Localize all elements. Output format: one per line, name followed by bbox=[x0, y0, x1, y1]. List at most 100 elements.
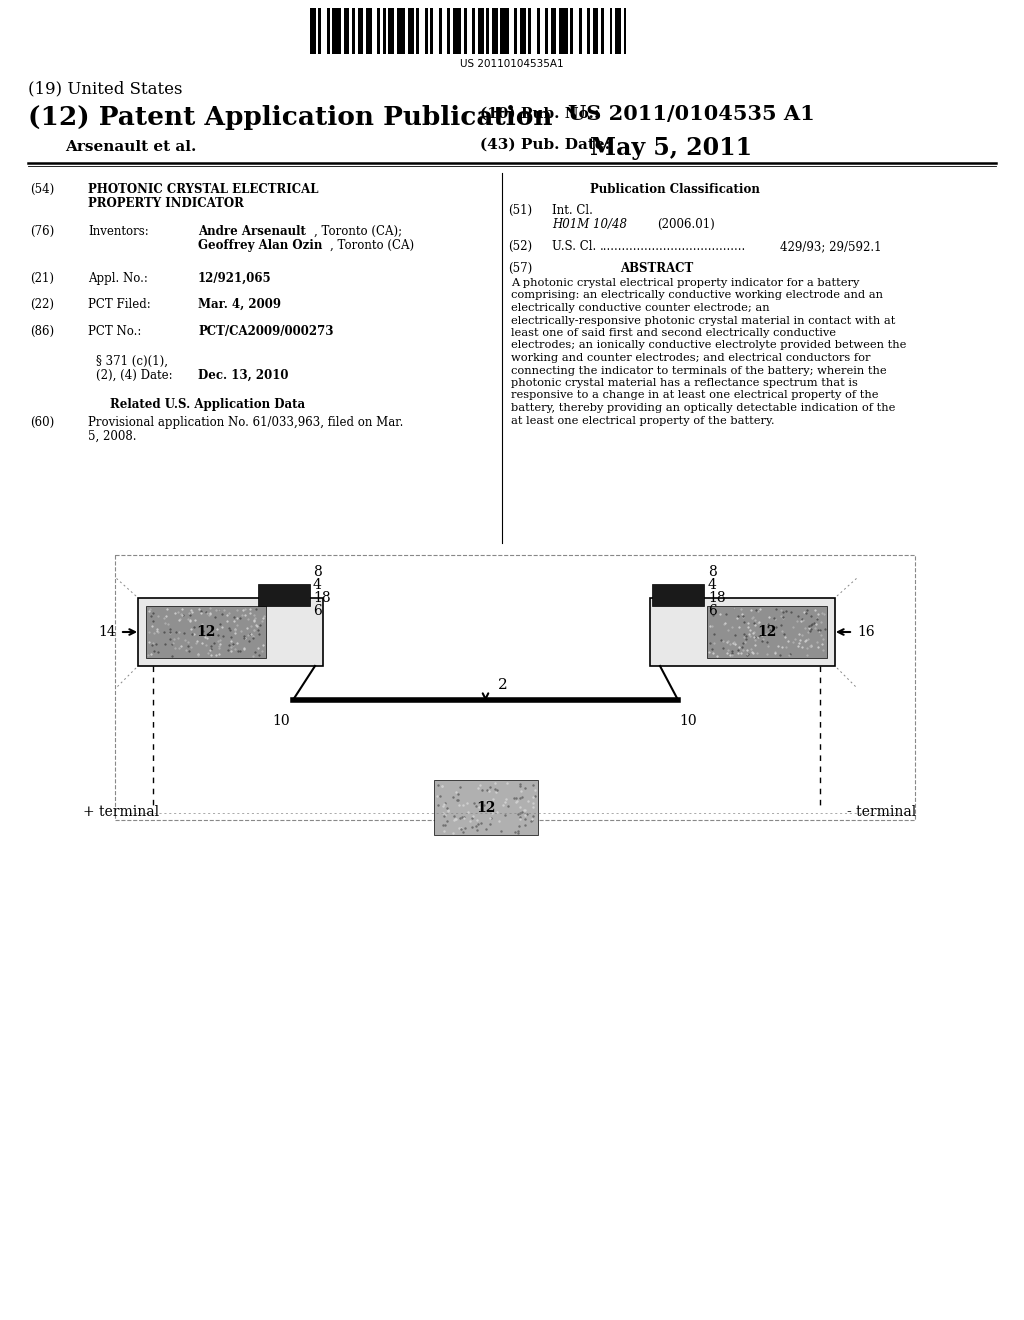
Bar bbox=[475, 8, 478, 54]
Bar bbox=[372, 8, 377, 54]
Bar bbox=[383, 8, 386, 54]
Bar bbox=[545, 8, 548, 54]
Text: 12: 12 bbox=[197, 624, 216, 639]
Bar bbox=[115, 554, 915, 820]
Bar bbox=[318, 8, 322, 54]
Text: (2006.01): (2006.01) bbox=[657, 218, 715, 231]
Bar bbox=[650, 598, 835, 667]
Bar bbox=[352, 8, 354, 54]
Bar bbox=[357, 8, 364, 54]
Text: Geoffrey Alan Ozin: Geoffrey Alan Ozin bbox=[198, 239, 323, 252]
Bar bbox=[425, 8, 428, 54]
Text: 12/921,065: 12/921,065 bbox=[198, 272, 271, 285]
Bar bbox=[450, 8, 453, 54]
Bar bbox=[498, 8, 501, 54]
Bar bbox=[489, 8, 492, 54]
Text: US 2011/0104535 A1: US 2011/0104535 A1 bbox=[568, 104, 815, 124]
Bar bbox=[559, 8, 567, 54]
Bar bbox=[472, 8, 475, 54]
Bar bbox=[478, 8, 483, 54]
Text: A photonic crystal electrical property indicator for a battery: A photonic crystal electrical property i… bbox=[511, 279, 859, 288]
Text: PCT Filed:: PCT Filed: bbox=[88, 298, 151, 312]
Bar bbox=[344, 8, 349, 54]
Bar bbox=[453, 8, 461, 54]
Bar bbox=[138, 598, 323, 667]
Bar bbox=[386, 8, 388, 54]
Bar bbox=[486, 8, 489, 54]
Text: 8: 8 bbox=[708, 565, 717, 579]
Text: Int. Cl.: Int. Cl. bbox=[552, 205, 593, 216]
Text: connecting the indicator to terminals of the battery; wherein the: connecting the indicator to terminals of… bbox=[511, 366, 887, 375]
Bar bbox=[570, 8, 573, 54]
Bar bbox=[388, 8, 394, 54]
Bar bbox=[333, 8, 341, 54]
Text: (19) United States: (19) United States bbox=[28, 81, 182, 96]
Text: electrically-responsive photonic crystal material in contact with at: electrically-responsive photonic crystal… bbox=[511, 315, 895, 326]
Bar bbox=[551, 8, 556, 54]
Bar bbox=[310, 8, 315, 54]
Text: 6: 6 bbox=[708, 605, 717, 618]
Bar bbox=[417, 8, 419, 54]
Bar bbox=[517, 8, 520, 54]
Text: Arsenault et al.: Arsenault et al. bbox=[65, 140, 197, 154]
Bar bbox=[501, 8, 509, 54]
Bar bbox=[433, 780, 538, 836]
Bar bbox=[439, 8, 441, 54]
Text: (12) Patent Application Publication: (12) Patent Application Publication bbox=[28, 106, 553, 129]
Bar bbox=[624, 8, 627, 54]
Text: 5, 2008.: 5, 2008. bbox=[88, 430, 136, 444]
Bar bbox=[615, 8, 621, 54]
Text: (51): (51) bbox=[508, 205, 532, 216]
Bar bbox=[604, 8, 609, 54]
Text: electrically conductive counter electrode; an: electrically conductive counter electrod… bbox=[511, 304, 770, 313]
Bar bbox=[380, 8, 383, 54]
Bar bbox=[593, 8, 598, 54]
Text: May 5, 2011: May 5, 2011 bbox=[590, 136, 752, 160]
Bar bbox=[315, 8, 318, 54]
Text: (57): (57) bbox=[508, 261, 532, 275]
Text: H01M 10/48: H01M 10/48 bbox=[552, 218, 627, 231]
Bar bbox=[509, 8, 514, 54]
Text: 8: 8 bbox=[313, 565, 322, 579]
Text: , Toronto (CA);: , Toronto (CA); bbox=[314, 224, 402, 238]
Text: PCT/CA2009/000273: PCT/CA2009/000273 bbox=[198, 325, 334, 338]
Text: battery, thereby providing an optically detectable indication of the: battery, thereby providing an optically … bbox=[511, 403, 895, 413]
Bar bbox=[556, 8, 559, 54]
Text: (54): (54) bbox=[30, 183, 54, 195]
Text: comprising: an electrically conductive working electrode and an: comprising: an electrically conductive w… bbox=[511, 290, 883, 301]
Bar bbox=[573, 8, 579, 54]
Bar bbox=[598, 8, 601, 54]
Bar bbox=[483, 8, 486, 54]
Bar bbox=[492, 8, 498, 54]
Bar bbox=[627, 8, 629, 54]
Bar bbox=[609, 8, 612, 54]
Text: PROPERTY INDICATOR: PROPERTY INDICATOR bbox=[88, 197, 244, 210]
Text: .......................................: ....................................... bbox=[600, 240, 746, 253]
Text: 12: 12 bbox=[758, 624, 776, 639]
Bar bbox=[707, 606, 827, 657]
Text: (60): (60) bbox=[30, 416, 54, 429]
Bar bbox=[587, 8, 590, 54]
Text: photonic crystal material has a reflectance spectrum that is: photonic crystal material has a reflecta… bbox=[511, 378, 858, 388]
Text: 6: 6 bbox=[313, 605, 322, 618]
Text: US 20110104535A1: US 20110104535A1 bbox=[460, 59, 564, 69]
Bar bbox=[447, 8, 450, 54]
Text: Inventors:: Inventors: bbox=[88, 224, 148, 238]
Bar bbox=[322, 8, 327, 54]
Text: 429/93; 29/592.1: 429/93; 29/592.1 bbox=[780, 240, 882, 253]
Bar bbox=[430, 8, 433, 54]
Text: 18: 18 bbox=[708, 591, 726, 605]
Text: Andre Arsenault: Andre Arsenault bbox=[198, 224, 306, 238]
Text: + terminal: + terminal bbox=[83, 805, 159, 818]
Bar bbox=[537, 8, 540, 54]
Text: (2), (4) Date:: (2), (4) Date: bbox=[96, 370, 173, 381]
Bar bbox=[354, 8, 357, 54]
Text: - terminal: - terminal bbox=[847, 805, 916, 818]
Text: 4: 4 bbox=[708, 578, 717, 591]
Text: PCT No.:: PCT No.: bbox=[88, 325, 141, 338]
Bar bbox=[330, 8, 333, 54]
Bar bbox=[567, 8, 570, 54]
Text: § 371 (c)(1),: § 371 (c)(1), bbox=[96, 355, 168, 368]
Text: electrodes; an ionically conductive electrolyte provided between the: electrodes; an ionically conductive elec… bbox=[511, 341, 906, 351]
Bar bbox=[377, 8, 380, 54]
